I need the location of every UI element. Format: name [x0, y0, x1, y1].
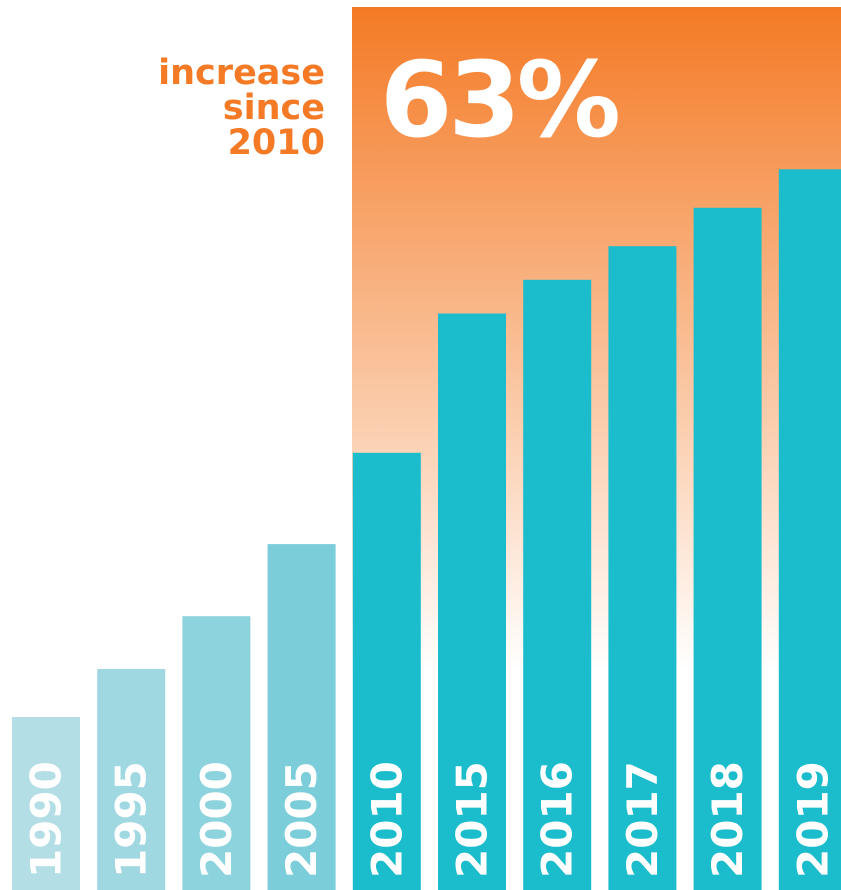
caption-line-3: 2010 [228, 123, 325, 163]
bar-label-2018: 2018 [703, 761, 752, 878]
bar-2010 [352, 452, 421, 890]
bar-label-2015: 2015 [448, 761, 497, 878]
bar-2016 [523, 279, 592, 890]
bars-group [12, 169, 841, 890]
caption-line-1: increase [158, 53, 325, 93]
bar-label-2000: 2000 [192, 761, 241, 878]
bar-1990 [12, 717, 80, 890]
bar-label-2010: 2010 [362, 761, 411, 878]
bar-label-2017: 2017 [618, 761, 667, 878]
bar-2018 [693, 207, 762, 890]
bar-2017 [608, 246, 677, 890]
bar-label-1990: 1990 [22, 761, 71, 878]
increase-caption: increase since 2010 [158, 53, 325, 163]
caption-line-2: since [223, 88, 325, 128]
bar-2000 [182, 616, 251, 890]
bar-2015 [438, 313, 506, 890]
increase-percentage: 63% [380, 39, 618, 161]
bar-2005 [267, 544, 336, 890]
bar-label-2019: 2019 [788, 761, 837, 878]
bar-label-2016: 2016 [533, 761, 582, 878]
bar-2019 [778, 169, 841, 890]
bar-label-1995: 1995 [107, 761, 156, 878]
bar-labels-group: 1990 1995 2000 2005 2010 2015 2016 2017 2018 2019 [22, 761, 838, 878]
bar-1995 [97, 669, 166, 890]
bar-label-2005: 2005 [277, 761, 326, 878]
